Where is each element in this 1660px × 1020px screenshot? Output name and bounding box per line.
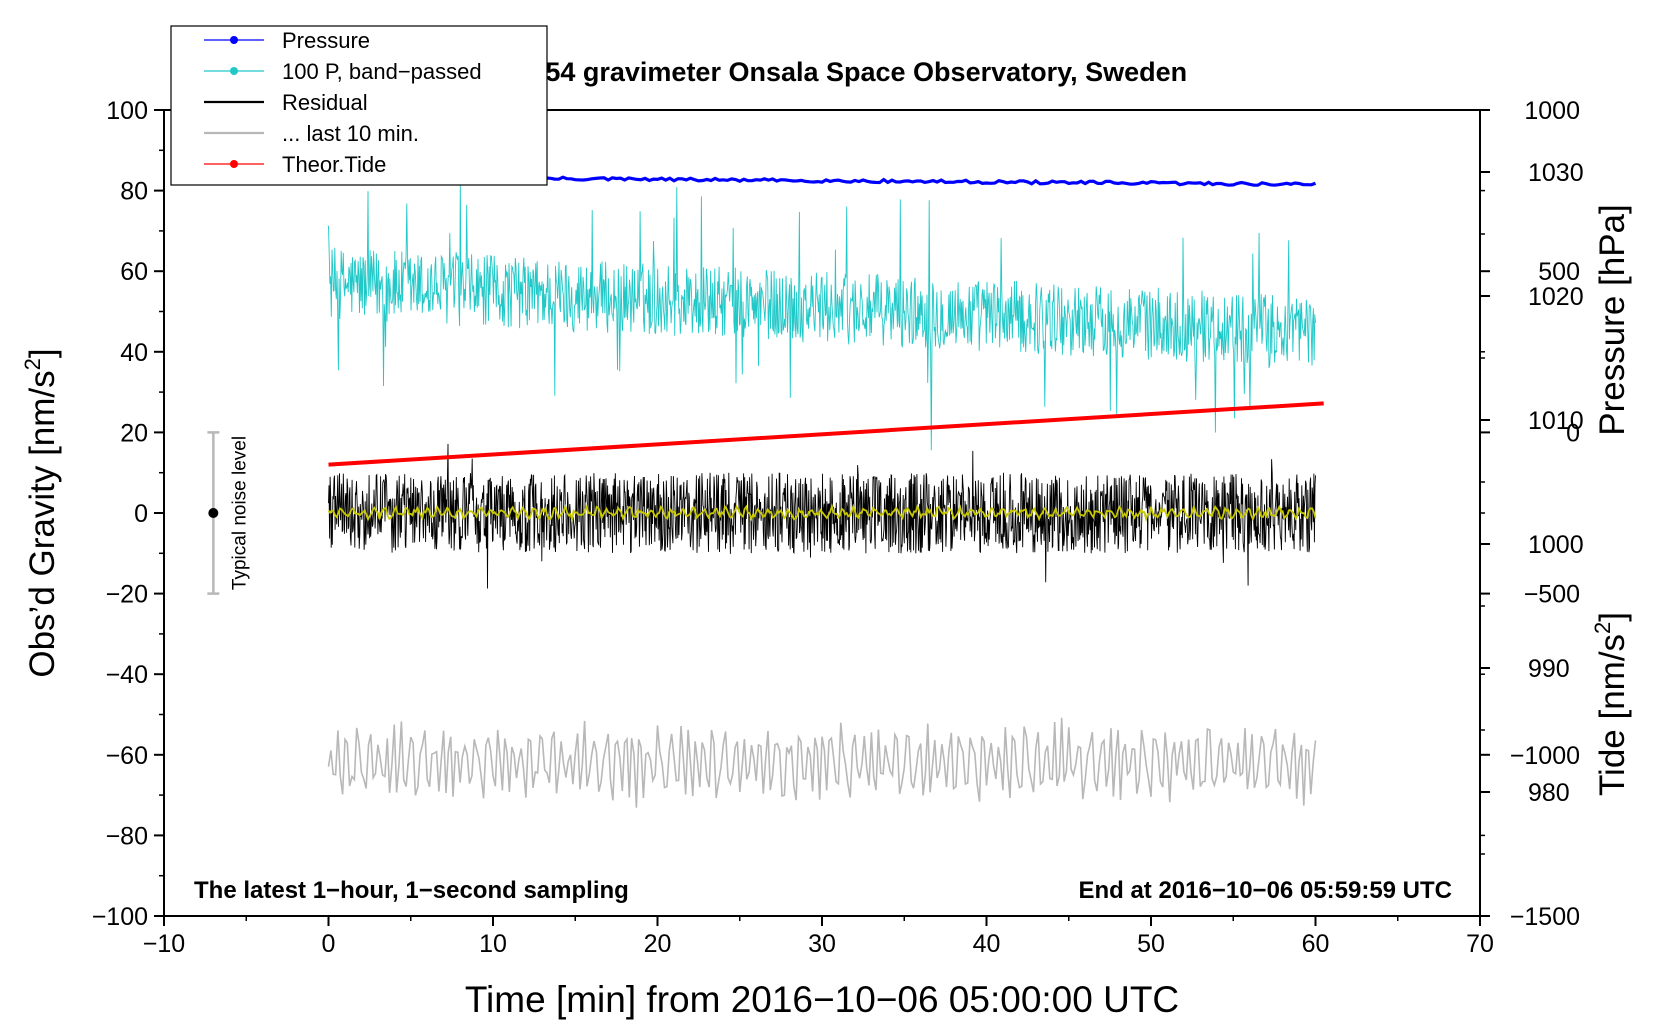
y-axis-label-left-text: Obs’d Gravity [nm/s [23,370,62,677]
tide-tick-label: 1000 [1524,97,1580,125]
noise-center-dot [208,508,219,518]
x-axis-ticks: −10 0 10 20 30 40 50 60 70 [143,916,1494,958]
y-tick-label: −60 [106,742,148,770]
pressure-tick-label: 1030 [1528,159,1584,187]
tide-tick-label: 500 [1538,258,1580,286]
y-tick-label: 40 [120,339,148,367]
x-tick-label: 10 [479,930,507,958]
noise-label: Typical noise level [229,436,250,590]
x-tick-label: −10 [143,930,185,958]
y-axis-label-left-sup: 2 [20,358,45,370]
y-axis-label-tide-tail: ] [1593,612,1632,622]
legend-label: Theor.Tide [282,152,386,177]
pressure-tick-label: 1000 [1528,531,1584,559]
legend-marker [230,67,238,75]
legend-box [170,25,548,186]
legend-label: 100 P, band−passed [282,59,482,84]
noise-marker: Typical noise level [207,431,250,595]
tide-tick-label: −500 [1524,581,1580,609]
pressure-tick-label: 980 [1528,779,1570,807]
y-tick-label: −40 [106,661,148,689]
legend-item: ... last 10 min. [204,121,419,146]
pressure-tick-label: 1020 [1528,283,1584,311]
x-tick-label: 70 [1466,930,1494,958]
y-tick-label: 60 [120,258,148,286]
pressure-tick-label: 1010 [1528,407,1584,435]
chart-title: SCG_054 gravimeter Onsala Space Observat… [457,57,1187,87]
y-tick-label: −100 [92,903,148,931]
y-axis-label-left: Obs’d Gravity [nm/s2] [20,348,62,677]
y-axis-label-tide-sup: 2 [1590,622,1615,634]
tide-tick-label: −1500 [1510,903,1580,931]
legend-label: Pressure [282,28,370,53]
y-axis-label-pressure: Pressure [hPa] [1593,204,1632,436]
x-tick-label: 0 [322,930,336,958]
series-100p-band-passed [328,180,1316,451]
annotation-left: The latest 1−hour, 1−second sampling [194,877,629,904]
series-theor-tide [328,401,1324,467]
x-tick-label: 40 [973,930,1001,958]
y-tick-label: 100 [106,97,148,125]
y-axis-label-tide-text: Tide [nm/s [1593,634,1632,796]
y-tick-label: 20 [120,419,148,447]
y-tick-label: −20 [106,581,148,609]
x-tick-label: 30 [808,930,836,958]
pressure-tick-label: 990 [1528,655,1570,683]
legend-item: 100 P, band−passed [204,59,482,84]
legend-item: Residual [204,90,368,115]
legend-item: Pressure [204,28,370,53]
x-tick-label: 50 [1137,930,1165,958]
y-tick-label: 0 [134,500,148,528]
series-residual [328,443,1316,589]
pressure-axis-ticks: 980 990 1000 1010 1020 1030 [1480,109,1584,917]
y-tick-label: 80 [120,178,148,206]
legend-item: Theor.Tide [204,152,386,177]
series-residual-smoothed [327,503,1317,523]
y-axis-label-tide: Tide [nm/s2] [1590,612,1632,796]
legend-marker [230,160,238,168]
y-tick-label: −80 [106,822,148,850]
y-axis-ticks: −100 −80 −60 −40 −20 0 20 40 60 80 100 [92,97,164,931]
x-tick-label: 20 [644,930,672,958]
x-tick-label: 60 [1302,930,1330,958]
legend-label: Residual [282,90,368,115]
annotation-right: End at 2016−10−06 05:59:59 UTC [1078,877,1452,904]
tide-tick-label: 0 [1566,419,1580,447]
legend-marker [230,36,238,44]
tide-tick-label: −1000 [1510,742,1580,770]
y-axis-label-left-tail: ] [23,348,62,358]
legend: Pressure 100 P, band−passed Residual ... la… [170,25,548,186]
series-layer [327,174,1324,808]
x-axis-label: Time [min] from 2016−10−06 05:00:00 UTC [465,979,1179,1020]
series-last-10-min [327,717,1317,808]
legend-label: ... last 10 min. [282,121,419,146]
tide-axis-ticks: −1500 −1000 −500 0 500 1000 [1480,97,1580,931]
